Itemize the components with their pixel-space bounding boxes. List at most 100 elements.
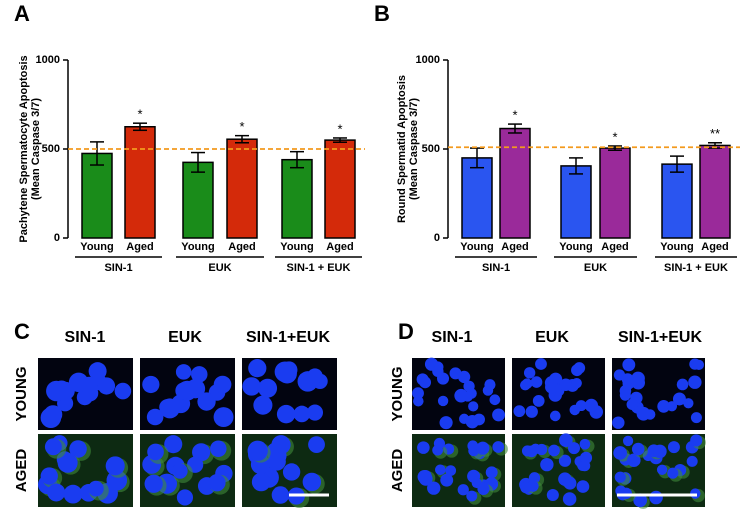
nucleus [653,444,667,459]
y-axis-label: (Mean Caspase 3/7) [408,98,420,200]
column-header: SIN-1+EUK [618,329,702,346]
x-tick-label: Young [280,241,313,253]
y-axis-label: Pachytene Spermatocyte Apoptosis [18,55,30,242]
nucleus [164,435,183,454]
nucleus [208,474,226,492]
bar [499,127,531,239]
nucleus [435,464,446,476]
nucleus [97,377,116,395]
nucleus [439,416,453,430]
nucleus [672,392,686,406]
significance: * [337,121,342,136]
nucleus [210,440,227,458]
nucleus [88,480,104,497]
bar [81,152,113,239]
x-tick-label: Aged [326,241,354,253]
nucleus [569,404,581,416]
nucleus [468,401,479,412]
nucleus [563,476,577,490]
nucleus [282,463,301,481]
group-label: SIN-1 + EUK [664,262,728,274]
nucleus [573,362,586,374]
nucleus [584,398,599,413]
column-header: EUK [168,329,202,346]
nucleus [525,445,538,458]
nucleus [520,481,532,494]
row-label: AGED [389,449,406,493]
micrograph [242,434,337,508]
panel-label: B [374,1,390,26]
nucleus [427,481,441,495]
nucleus [105,456,125,476]
x-tick-label: Aged [601,241,629,253]
y-axis-label: (Mean Caspase 3/7) [30,98,42,200]
nucleus [567,442,581,455]
column-header: SIN-1 [65,329,106,346]
nucleus [620,388,631,399]
x-tick-label: Young [660,241,693,253]
row-label: AGED [13,449,30,493]
nucleus [293,405,311,423]
nucleus [633,493,648,508]
nucleus [622,377,635,390]
nucleus [251,472,271,492]
micrograph [140,434,235,507]
nucleus [631,375,645,390]
group-label: SIN-1 + EUK [287,262,351,274]
nucleus [172,463,188,479]
nucleus [242,377,261,396]
nucleus [114,382,132,400]
nucleus [613,446,627,460]
nucleus [492,408,506,422]
nucleus [307,368,323,384]
nucleus [571,378,582,389]
nucleus [40,467,58,485]
panel-label: C [14,319,30,344]
nucleus [418,471,433,486]
nucleus [416,373,429,386]
y-tick-label: 0 [54,232,60,244]
nucleus [69,440,87,458]
nucleus [432,365,444,378]
nucleus [622,358,636,372]
x-tick-label: Aged [501,241,529,253]
x-tick-label: Aged [701,241,729,253]
bar [182,161,214,239]
row-label: YOUNG [13,366,30,421]
micrograph [512,433,605,507]
group-label: SIN-1 [104,262,132,274]
nucleus [489,394,501,406]
nucleus [417,441,430,454]
nucleus [412,387,424,400]
micrograph [612,434,706,509]
nucleus [253,395,273,415]
nucleus [676,378,689,391]
y-tick-label: 500 [42,143,60,155]
nucleus [530,376,543,388]
nucleus [667,467,679,479]
nucleus [690,412,702,424]
panel-label: A [14,1,30,26]
nucleus [540,457,554,472]
bar [226,138,258,239]
group-label: EUK [208,262,231,274]
nucleus [636,406,651,421]
significance: * [612,129,617,144]
nucleus [176,489,194,506]
nucleus [576,480,590,493]
nucleus [47,483,66,502]
nucleus [631,442,645,456]
nucleus [688,375,702,389]
nucleus [558,454,572,467]
micrograph [412,357,506,430]
nucleus [477,482,490,495]
nucleus [666,401,678,412]
column-header: SIN-1+EUK [246,329,330,346]
nucleus [484,379,496,391]
nucleus [525,405,538,418]
nucleus [536,443,548,456]
nucleus [657,400,671,413]
bar [599,147,631,239]
nucleus [445,465,457,476]
significance: * [137,107,142,122]
